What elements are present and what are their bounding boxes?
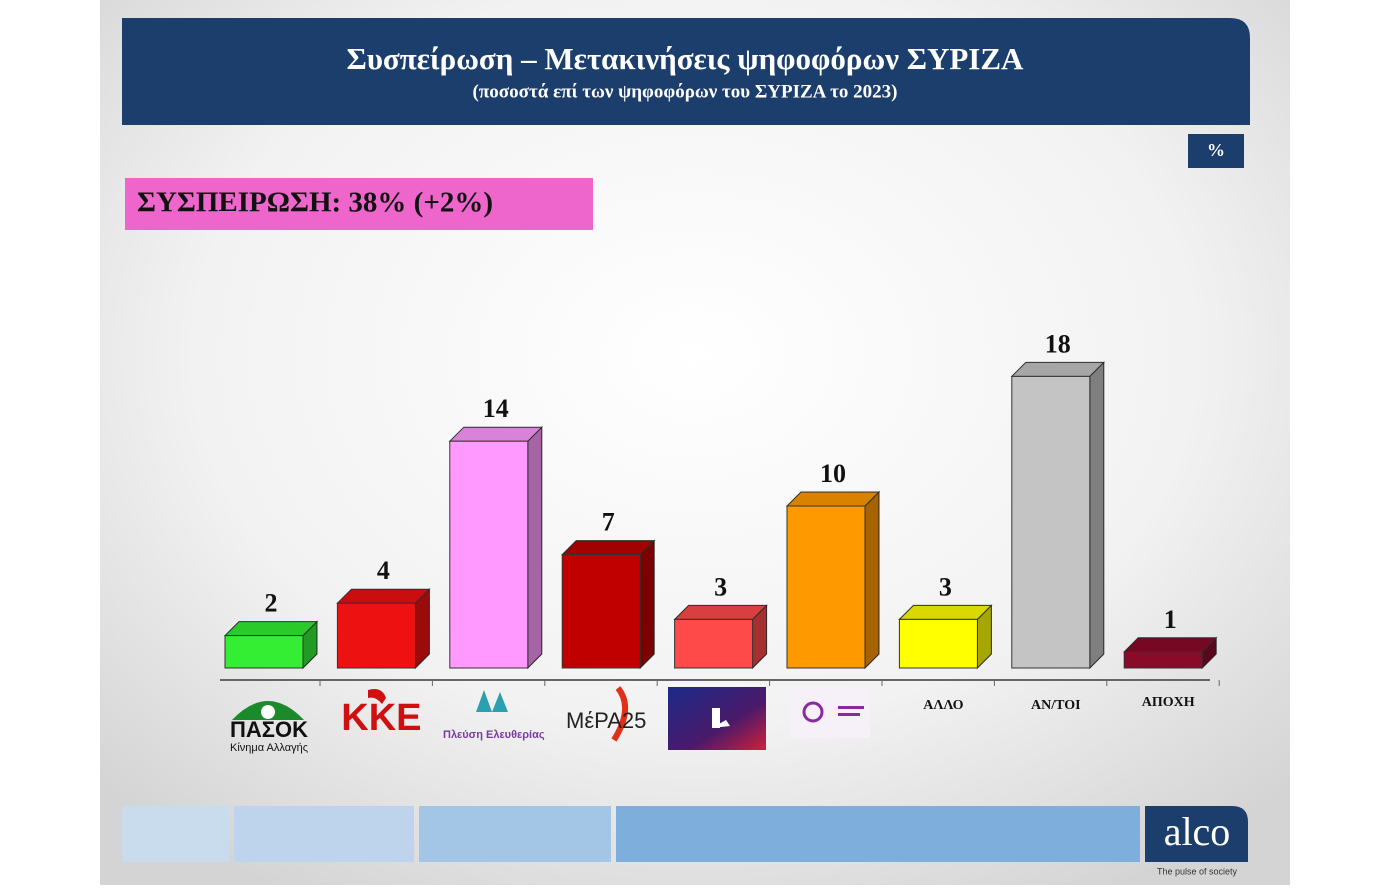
- bar-top-shade: [449, 427, 542, 442]
- bar: [674, 618, 754, 669]
- category-label: ΜέΡΑ25: [566, 708, 646, 733]
- kinima-symbol: [802, 701, 824, 723]
- bar-side-shade: [1202, 637, 1217, 668]
- title-bar: [122, 18, 1250, 125]
- bar-top-shade: [337, 589, 430, 604]
- value-label: 4: [377, 556, 390, 585]
- bar: [224, 635, 304, 669]
- bar: [561, 554, 641, 669]
- bar: [786, 505, 866, 669]
- bar-side-shade: [752, 605, 767, 668]
- brand: alco: [1164, 809, 1231, 854]
- bar-top-shade: [1011, 362, 1104, 377]
- bar-side-shade: [527, 427, 542, 668]
- bar-top-shade: [674, 605, 767, 620]
- bar-top-shade: [1124, 637, 1217, 652]
- value-label: 1: [1164, 605, 1177, 634]
- value-label: 7: [602, 508, 615, 537]
- unit-badge-box: [1188, 134, 1244, 168]
- highlight-text: ΣΥΣΠΕΙΡΩΣΗ: 38% (+2%): [137, 187, 493, 219]
- kinima-text-line: [838, 706, 864, 709]
- kinima-text-line: [838, 713, 860, 716]
- bar-side-shade: [865, 492, 879, 668]
- bar-top-shade: [899, 605, 992, 620]
- bar-side-shade: [977, 605, 992, 668]
- chart-subtitle: (ποσοστά επί των ψηφοφόρων του ΣΥΡΙΖΑ το…: [473, 81, 898, 102]
- value-label: 3: [714, 572, 727, 601]
- bar-side-shade: [303, 621, 317, 668]
- bar-side-shade: [1089, 362, 1104, 668]
- footer-strip: [616, 806, 1140, 862]
- highlight-box: [125, 178, 593, 230]
- bar-top-shade: [562, 540, 655, 555]
- value-label: 18: [1045, 329, 1071, 358]
- category-label: ΑΛΛΟ: [923, 698, 963, 713]
- category-label: ΑΠΟΧΗ: [1142, 695, 1195, 710]
- chart-title: Συσπείρωση – Μετακινήσεις ψηφοφόρων ΣΥΡΙ…: [347, 41, 1024, 76]
- footer-strip: [122, 806, 229, 862]
- bar-side-shade: [415, 589, 430, 668]
- value-label: 10: [820, 459, 846, 488]
- value-label: 3: [939, 572, 952, 601]
- value-label: 2: [265, 589, 278, 618]
- category-sublabel: Κίνημα Αλλαγής: [230, 742, 308, 754]
- bar: [1011, 375, 1091, 669]
- brand-box: [1145, 806, 1248, 862]
- pasok-logo: [232, 701, 304, 720]
- kke-symbol: [368, 689, 386, 704]
- bar: [449, 440, 529, 669]
- bar: [1123, 651, 1203, 669]
- bar-top-shade: [787, 492, 879, 506]
- value-label: 14: [483, 394, 509, 423]
- tagline: The pulse of society: [1157, 866, 1238, 876]
- footer-strip: [419, 806, 611, 862]
- plefsi-symbol: [476, 690, 508, 712]
- bar: [336, 602, 416, 669]
- category-label: ΚΚΕ: [341, 697, 421, 739]
- nea-aristera-symbol: [712, 708, 730, 728]
- bar: [898, 618, 978, 669]
- mera-symbol: [611, 686, 628, 742]
- footer-strip: [234, 806, 414, 862]
- category-label: ΑΝ/ΤΟΙ: [1031, 698, 1081, 713]
- unit-badge: %: [1207, 140, 1225, 160]
- category-label: ΠΑΣΟΚ: [230, 717, 308, 742]
- category-label: Πλεύση Ελευθερίας: [443, 729, 545, 741]
- bar-side-shade: [640, 540, 655, 668]
- bar-top-shade: [225, 621, 317, 636]
